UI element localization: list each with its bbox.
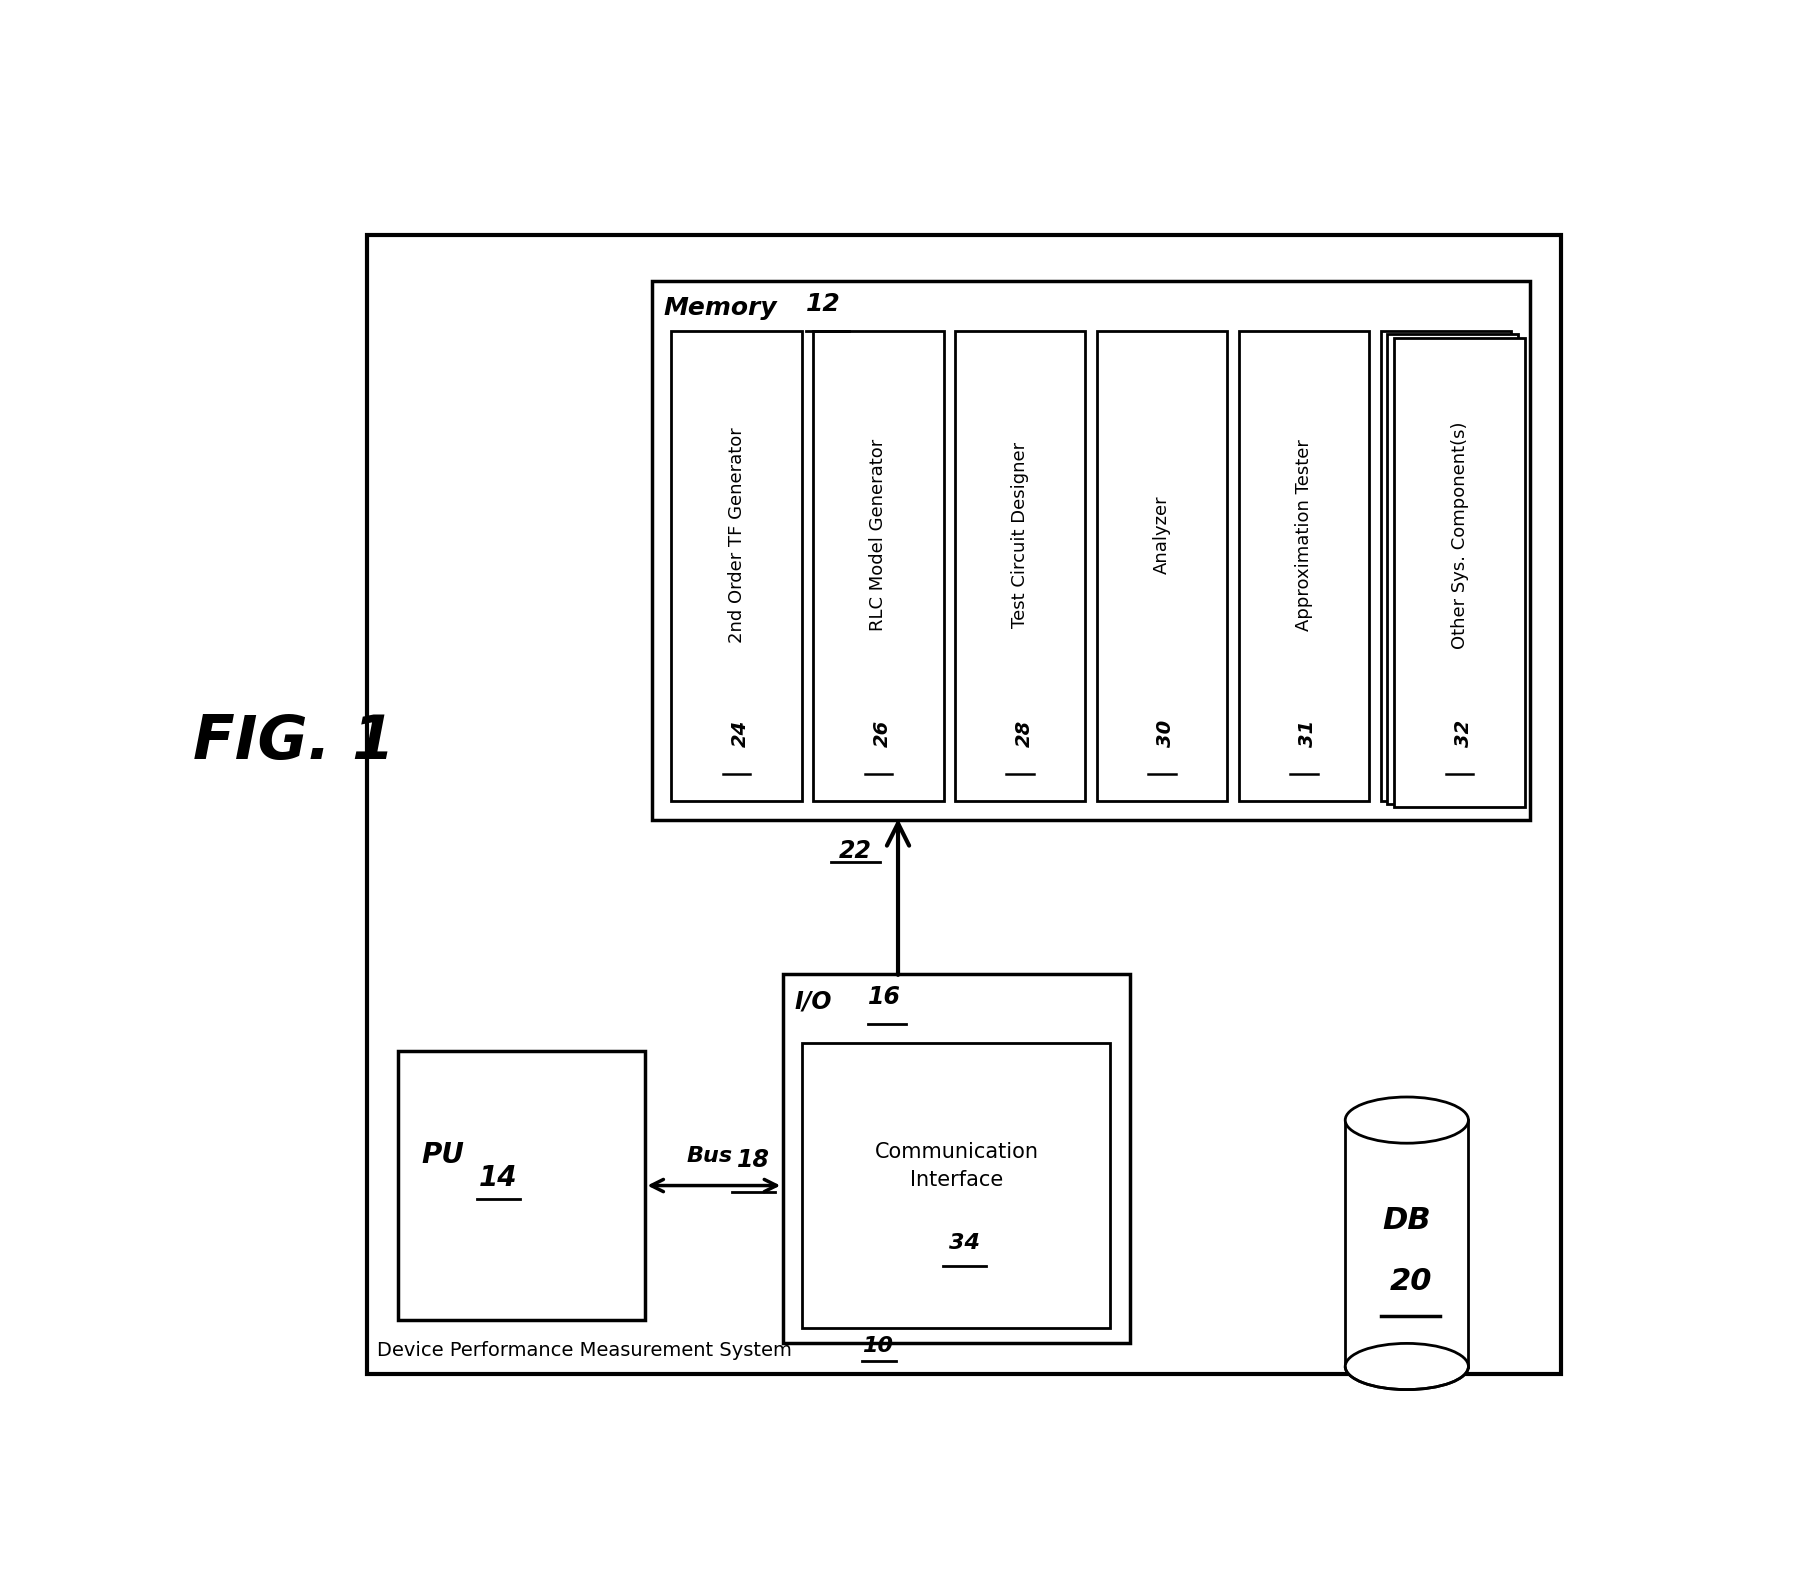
FancyBboxPatch shape — [671, 331, 802, 801]
Text: 22: 22 — [840, 838, 872, 864]
Text: RLC Model Generator: RLC Model Generator — [870, 438, 888, 631]
Text: 14: 14 — [479, 1163, 517, 1192]
Text: FIG. 1: FIG. 1 — [194, 713, 395, 772]
Text: 18: 18 — [737, 1148, 770, 1171]
FancyBboxPatch shape — [802, 1042, 1110, 1328]
Text: 10: 10 — [861, 1336, 893, 1356]
Text: 24: 24 — [730, 719, 750, 747]
FancyBboxPatch shape — [1394, 338, 1525, 807]
Text: 32: 32 — [1453, 719, 1473, 747]
Text: Device Performance Measurement System: Device Performance Measurement System — [377, 1341, 791, 1360]
Text: Other Sys. Component(s): Other Sys. Component(s) — [1451, 421, 1469, 648]
Text: Bus: Bus — [687, 1146, 734, 1167]
FancyBboxPatch shape — [784, 973, 1130, 1344]
FancyBboxPatch shape — [398, 1050, 644, 1320]
Ellipse shape — [1346, 1097, 1469, 1143]
FancyBboxPatch shape — [1381, 331, 1511, 801]
Text: I/O: I/O — [795, 989, 832, 1013]
Text: 20: 20 — [1389, 1267, 1432, 1297]
Text: 28: 28 — [1015, 719, 1033, 747]
Text: Analyzer: Analyzer — [1154, 496, 1171, 575]
Text: 16: 16 — [868, 986, 901, 1010]
Text: 26: 26 — [872, 719, 892, 747]
Text: PU: PU — [422, 1141, 465, 1168]
FancyBboxPatch shape — [368, 234, 1561, 1374]
FancyBboxPatch shape — [954, 331, 1085, 801]
FancyBboxPatch shape — [1096, 331, 1227, 801]
FancyBboxPatch shape — [813, 331, 944, 801]
Text: 34: 34 — [949, 1234, 980, 1253]
Text: 2nd Order TF Generator: 2nd Order TF Generator — [728, 427, 746, 642]
Text: DB: DB — [1383, 1206, 1432, 1234]
Text: Test Circuit Designer: Test Circuit Designer — [1012, 441, 1030, 628]
Text: 12: 12 — [806, 292, 841, 316]
Text: Approximation Tester: Approximation Tester — [1295, 440, 1313, 631]
Text: 30: 30 — [1157, 719, 1175, 747]
FancyBboxPatch shape — [1346, 1119, 1469, 1366]
Text: Communication
Interface: Communication Interface — [874, 1143, 1039, 1190]
Ellipse shape — [1346, 1344, 1469, 1389]
Text: Memory: Memory — [664, 297, 777, 320]
FancyBboxPatch shape — [1238, 331, 1369, 801]
Text: 31: 31 — [1299, 719, 1317, 747]
FancyBboxPatch shape — [653, 281, 1530, 820]
FancyBboxPatch shape — [1387, 334, 1518, 804]
